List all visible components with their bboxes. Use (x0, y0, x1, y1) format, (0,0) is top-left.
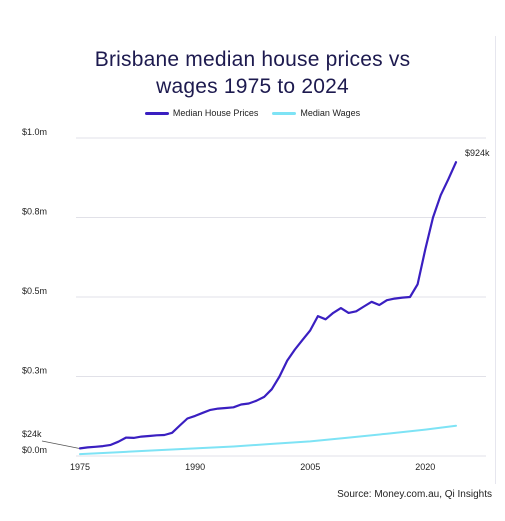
y-tick-label: $1.0m (22, 127, 47, 137)
x-tick-label: 2005 (300, 462, 320, 472)
y-tick-label: $0.3m (22, 366, 47, 376)
source-note: Source: Money.com.au, Qi Insights (337, 489, 492, 500)
legend-swatch-wages (272, 111, 297, 115)
legend-item-house-prices: Median House Prices (144, 108, 259, 118)
y-tick-label: $0.8m (22, 207, 47, 217)
annotation-start-leader-line (41, 440, 80, 449)
y-tick-label: $0.0m (22, 445, 47, 455)
legend-label-wages: Median Wages (300, 108, 361, 118)
series-line-house-prices (78, 161, 458, 450)
x-tick-label: 1975 (70, 462, 90, 472)
chart-title-line-1: Brisbane median house prices vs (94, 48, 411, 71)
right-divider-line (495, 36, 496, 484)
chart-title-line-2: wages 1975 to 2024 (156, 75, 349, 98)
annotation-end-value: $924k (465, 148, 490, 158)
chart-legend: Median House Prices Median Wages (0, 108, 505, 118)
legend-item-wages: Median Wages (272, 108, 360, 118)
legend-swatch-house-prices (144, 111, 169, 115)
series-line-wages (79, 424, 457, 456)
x-tick-label: 2020 (415, 462, 435, 472)
x-tick-label: 1990 (185, 462, 205, 472)
annotation-start-value: $24k (22, 429, 42, 439)
chart-title: Brisbane median house prices vs wages 19… (0, 46, 505, 100)
y-tick-label: $0.5m (22, 286, 47, 296)
legend-label-house-prices: Median House Prices (172, 108, 259, 118)
